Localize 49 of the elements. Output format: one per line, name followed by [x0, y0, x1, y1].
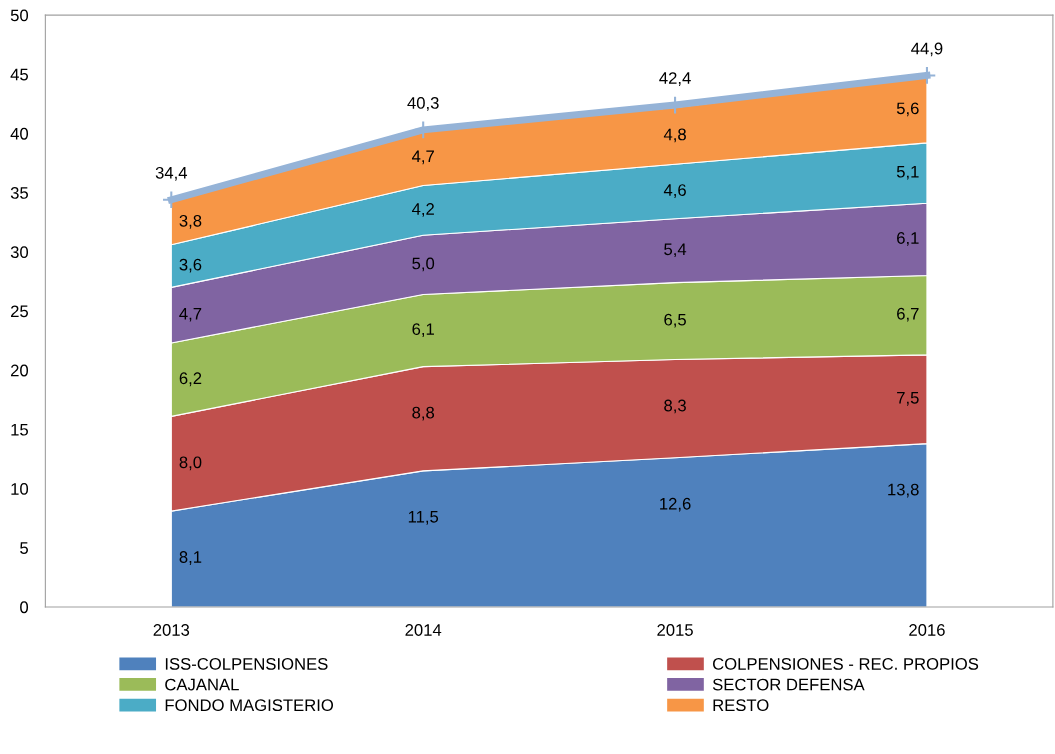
legend-label: COLPENSIONES - REC. PROPIOS: [713, 658, 979, 670]
y-tick-label: 20: [11, 364, 29, 377]
data-label: 8,0: [179, 456, 202, 471]
data-label: 8,8: [412, 406, 435, 421]
data-label: 12,6: [660, 497, 691, 512]
data-label: 34,4: [155, 166, 188, 181]
legend-label: SECTOR DEFENSA: [712, 678, 865, 691]
data-label: 42,4: [659, 72, 691, 86]
data-label: 3,8: [179, 214, 202, 229]
x-tick-label: 2013: [153, 624, 190, 636]
legend-label: ISS-COLPENSIONES: [165, 658, 328, 670]
data-label: 13,8: [888, 483, 919, 498]
data-label: 6,7: [897, 307, 919, 322]
x-tick-label: 2014: [405, 624, 442, 636]
legend-label: FONDO MAGISTERIO: [165, 699, 334, 712]
data-label: 4,7: [179, 308, 202, 322]
data-label: 4,7: [411, 150, 434, 165]
data-label: 8,1: [179, 551, 202, 565]
data-label: 4,8: [663, 128, 686, 143]
data-label: 5,0: [412, 257, 435, 272]
data-label: 7,5: [897, 392, 919, 406]
data-label: 11,5: [408, 511, 439, 525]
data-label: 8,3: [664, 399, 686, 414]
data-label: 4,2: [411, 203, 434, 217]
y-tick-label: 40: [10, 127, 29, 140]
legend-label: CAJANAL: [165, 678, 239, 691]
x-tick-label: 2015: [657, 624, 693, 636]
data-label: 3,6: [179, 258, 202, 273]
data-label: 5,6: [896, 102, 919, 117]
y-tick-label: 30: [10, 246, 29, 259]
y-tick-label: 0: [20, 601, 29, 614]
y-tick-label: 25: [11, 305, 28, 318]
data-label: 5,4: [664, 243, 687, 258]
y-tick-label: 50: [10, 9, 29, 22]
data-label: 40,3: [407, 97, 439, 111]
y-tick-label: 35: [10, 187, 28, 199]
y-tick-label: 15: [11, 423, 28, 436]
data-label: 44,9: [911, 42, 943, 57]
data-label: 6,2: [179, 372, 202, 387]
x-tick-label: 2016: [909, 624, 945, 636]
y-tick-label: 5: [20, 542, 28, 554]
data-label: 6,1: [412, 323, 434, 337]
data-label: 4,6: [663, 184, 686, 198]
data-label: 6,5: [664, 313, 686, 328]
y-tick-label: 45: [10, 68, 28, 81]
y-tick-label: 10: [11, 482, 29, 495]
legend-label: RESTO: [713, 699, 769, 712]
data-label: 5,1: [896, 165, 919, 180]
data-label: 6,1: [897, 232, 919, 246]
